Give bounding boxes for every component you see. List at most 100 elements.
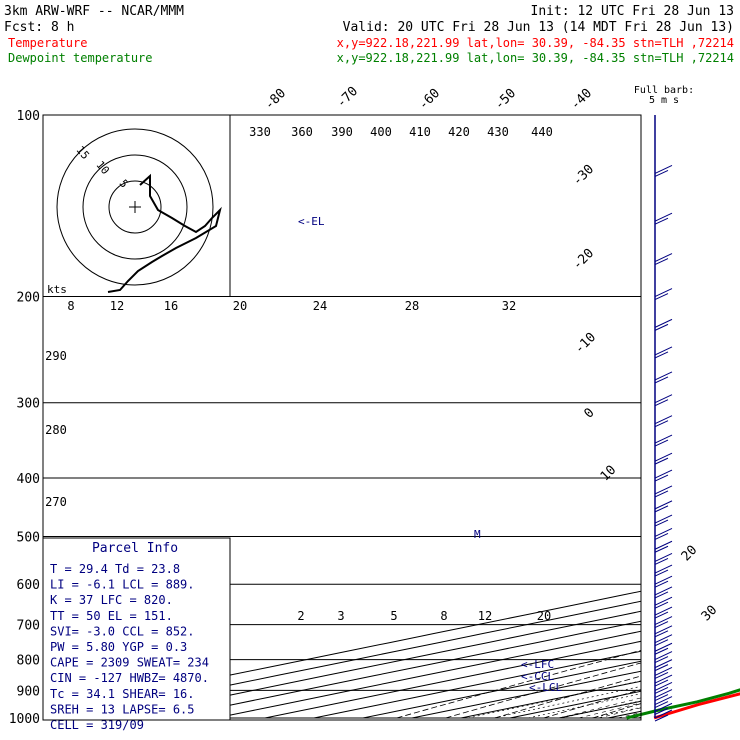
isotherm-label: 20 bbox=[679, 543, 701, 565]
parcel-info-panel: Parcel Info T = 29.4 Td = 23.8 LI = -6.1 L… bbox=[42, 537, 231, 732]
wind-barb bbox=[654, 634, 673, 644]
dry-adiabat-line bbox=[494, 675, 641, 719]
moist-adiabat-line bbox=[637, 716, 641, 719]
full-barb-value: 5 m s bbox=[649, 95, 679, 106]
wind-barb bbox=[654, 689, 673, 699]
wind-barb bbox=[654, 575, 673, 585]
isotherm-line bbox=[68, 600, 641, 719]
plot-frame bbox=[42, 114, 642, 721]
wind-barb bbox=[654, 258, 669, 266]
theta-label: 360 bbox=[291, 125, 313, 139]
wind-barb bbox=[654, 651, 673, 661]
moist-adiabat-line bbox=[657, 297, 740, 719]
parcel-info-row: CIN = -127 HWBZ= 4870. bbox=[50, 671, 209, 685]
wind-barb bbox=[654, 212, 673, 222]
isotherm-line bbox=[362, 660, 641, 719]
wind-barb bbox=[654, 545, 669, 553]
hodograph-speed-label: 24 bbox=[313, 299, 327, 313]
wind-barb bbox=[654, 217, 669, 225]
isotherm-line bbox=[509, 690, 641, 719]
isotherm-label: 10 bbox=[598, 463, 620, 485]
wind-barb bbox=[654, 616, 673, 626]
hodograph-trace bbox=[107, 173, 222, 293]
init-time: Init: 12 UTC Fri 28 Jun 13 bbox=[531, 4, 735, 19]
wind-barb bbox=[654, 666, 673, 676]
hodograph-speed-label: 16 bbox=[164, 299, 178, 313]
wind-barb bbox=[654, 457, 669, 465]
theta-label: 330 bbox=[249, 125, 271, 139]
hodograph-speed-label: 12 bbox=[110, 299, 124, 313]
isotherm-label: -40 bbox=[568, 86, 595, 113]
wind-barb bbox=[654, 376, 669, 384]
annotation-label: <-LFC bbox=[521, 658, 554, 671]
annotation-label: <-CCL bbox=[521, 670, 554, 683]
pressure-tick-label: 500 bbox=[17, 530, 40, 545]
wind-barb bbox=[654, 557, 669, 565]
mixing-ratio-label: 3 bbox=[337, 609, 344, 623]
legend-dewpoint-location: x,y=922.18,221.99 lat,lon= 30.39, -84.35… bbox=[337, 51, 734, 65]
hodograph-speed-label: 28 bbox=[405, 299, 419, 313]
wind-barb bbox=[654, 394, 673, 404]
wind-barb bbox=[654, 490, 669, 498]
isotherm-line bbox=[166, 620, 641, 719]
wind-barb bbox=[654, 288, 673, 297]
mixing-ratio-label: 5 bbox=[390, 609, 397, 623]
theta-label: 400 bbox=[370, 125, 392, 139]
wind-barb bbox=[654, 253, 673, 263]
theta-label: 410 bbox=[409, 125, 431, 139]
hodograph-units: kts bbox=[47, 283, 67, 296]
pressure-tick-label: 200 bbox=[17, 291, 40, 306]
pressure-tick-label: 300 bbox=[17, 397, 40, 412]
wind-barb bbox=[654, 591, 669, 599]
parcel-info-row: CAPE = 2309 SWEAT= 234 bbox=[50, 656, 209, 670]
isotherm-line bbox=[607, 710, 641, 719]
isotherm-label: -60 bbox=[416, 86, 443, 113]
wind-barb bbox=[654, 694, 669, 702]
isotherm-line bbox=[411, 670, 641, 719]
dry-adiabat-line bbox=[396, 649, 641, 719]
legend-dewpoint-label: Dewpoint temperature bbox=[8, 51, 153, 65]
wind-barb bbox=[654, 420, 669, 428]
wind-barb bbox=[654, 601, 669, 609]
mixing-ratio-label: 8 bbox=[440, 609, 447, 623]
wind-barb bbox=[654, 164, 673, 174]
pressure-tick-label: 100 bbox=[17, 109, 40, 124]
parcel-info-row: TT = 50 EL = 151. bbox=[50, 609, 173, 623]
wind-barb bbox=[654, 564, 673, 574]
parcel-info-row: CELL = 319/09 bbox=[50, 718, 144, 732]
wind-barb bbox=[654, 528, 673, 537]
hodograph-ring bbox=[82, 154, 188, 260]
wind-barb bbox=[654, 569, 669, 577]
wind-barb bbox=[654, 323, 669, 331]
wind-barb bbox=[654, 452, 673, 462]
isotherm-line bbox=[215, 630, 641, 719]
annotation-label: <-EL bbox=[298, 215, 325, 228]
pressure-tick-label: 400 bbox=[17, 472, 40, 487]
wind-barb bbox=[654, 500, 673, 510]
wind-barb bbox=[654, 552, 673, 562]
wind-barb bbox=[654, 318, 673, 328]
dry-adiabat-line bbox=[691, 115, 740, 718]
wind-barb bbox=[654, 625, 673, 635]
wind-barb bbox=[654, 679, 669, 687]
temperature-profile bbox=[653, 692, 740, 720]
isotherm-line bbox=[460, 680, 641, 719]
wind-barb bbox=[654, 630, 669, 638]
parcel-info-row: PW = 5.80 YGP = 0.3 bbox=[50, 640, 187, 654]
dewpoint-profile bbox=[626, 688, 740, 720]
hodograph-ring bbox=[108, 180, 162, 234]
wind-barb bbox=[654, 540, 673, 550]
wind-barb bbox=[654, 664, 669, 672]
wind-barb bbox=[654, 659, 673, 669]
dry-adiabat-line bbox=[642, 115, 740, 718]
theta-side-label: 270 bbox=[45, 495, 67, 509]
wind-barb bbox=[654, 580, 669, 588]
pressure-tick-label: 1000 bbox=[9, 712, 40, 727]
wind-barb bbox=[654, 686, 669, 694]
isotherm-line bbox=[264, 640, 641, 719]
hodograph-background bbox=[43, 115, 230, 296]
moist-adiabat-line bbox=[558, 697, 641, 719]
pressure-tick-label: 600 bbox=[17, 578, 40, 593]
wind-barb bbox=[654, 639, 669, 647]
